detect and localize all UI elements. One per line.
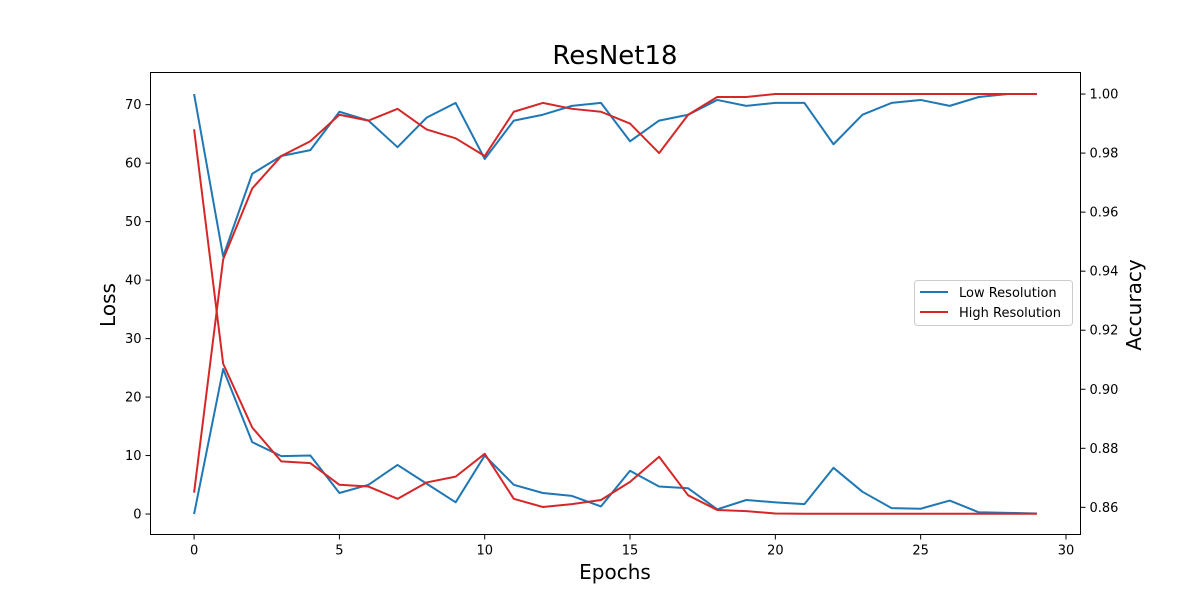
loss-line-low-resolution — [193, 368, 1037, 515]
y-left-tick-label: 70 — [125, 98, 142, 113]
y-left-tick-label: 50 — [125, 215, 142, 230]
legend: Low Resolution High Resolution — [914, 280, 1073, 326]
y-right-tick-label: 0.86 — [1090, 501, 1119, 516]
plot-frame — [150, 72, 1081, 535]
loss-line-high-resolution — [193, 129, 1037, 515]
x-tick-label: 30 — [1058, 544, 1075, 559]
y-right-tick-label: 0.88 — [1090, 442, 1119, 457]
x-tick-label: 5 — [335, 544, 343, 559]
y-left-tick-label: 0 — [133, 508, 141, 523]
y-right-tick-label: 0.98 — [1090, 147, 1119, 162]
legend-label-high-resolution: High Resolution — [959, 306, 1061, 321]
y-left-tick-label: 30 — [125, 332, 142, 347]
x-tick-label: 20 — [767, 544, 784, 559]
y-left-axis-label: Loss — [96, 283, 120, 327]
y-right-tick-label: 0.94 — [1090, 265, 1119, 280]
x-axis-ticks: 0 5 10 15 20 25 30 — [190, 534, 1075, 559]
y-right-tick-label: 0.96 — [1090, 206, 1119, 221]
y-left-tick-label: 10 — [125, 449, 142, 464]
legend-box — [914, 280, 1073, 326]
y-right-tick-label: 0.92 — [1090, 324, 1119, 339]
x-axis-label: Epochs — [579, 560, 651, 584]
chart-title: ResNet18 — [552, 41, 677, 71]
accuracy-line-high-resolution — [193, 93, 1037, 493]
y-right-axis-ticks: 0.86 0.88 0.90 0.92 0.94 0.96 0.98 1.00 — [1080, 88, 1119, 516]
y-left-axis-ticks: 0 10 20 30 40 50 60 70 — [125, 98, 151, 523]
x-tick-label: 15 — [622, 544, 639, 559]
y-left-tick-label: 40 — [125, 274, 142, 289]
y-right-tick-label: 1.00 — [1090, 88, 1119, 103]
x-tick-label: 25 — [912, 544, 929, 559]
x-tick-label: 10 — [476, 544, 493, 559]
y-right-axis-label: Accuracy — [1122, 259, 1146, 350]
y-left-tick-label: 60 — [125, 157, 142, 172]
y-left-tick-label: 20 — [125, 391, 142, 406]
plot-area — [150, 72, 1081, 535]
legend-label-low-resolution: Low Resolution — [959, 286, 1057, 301]
y-right-tick-label: 0.90 — [1090, 383, 1119, 398]
x-tick-label: 0 — [190, 544, 198, 559]
series-layer — [193, 93, 1037, 515]
